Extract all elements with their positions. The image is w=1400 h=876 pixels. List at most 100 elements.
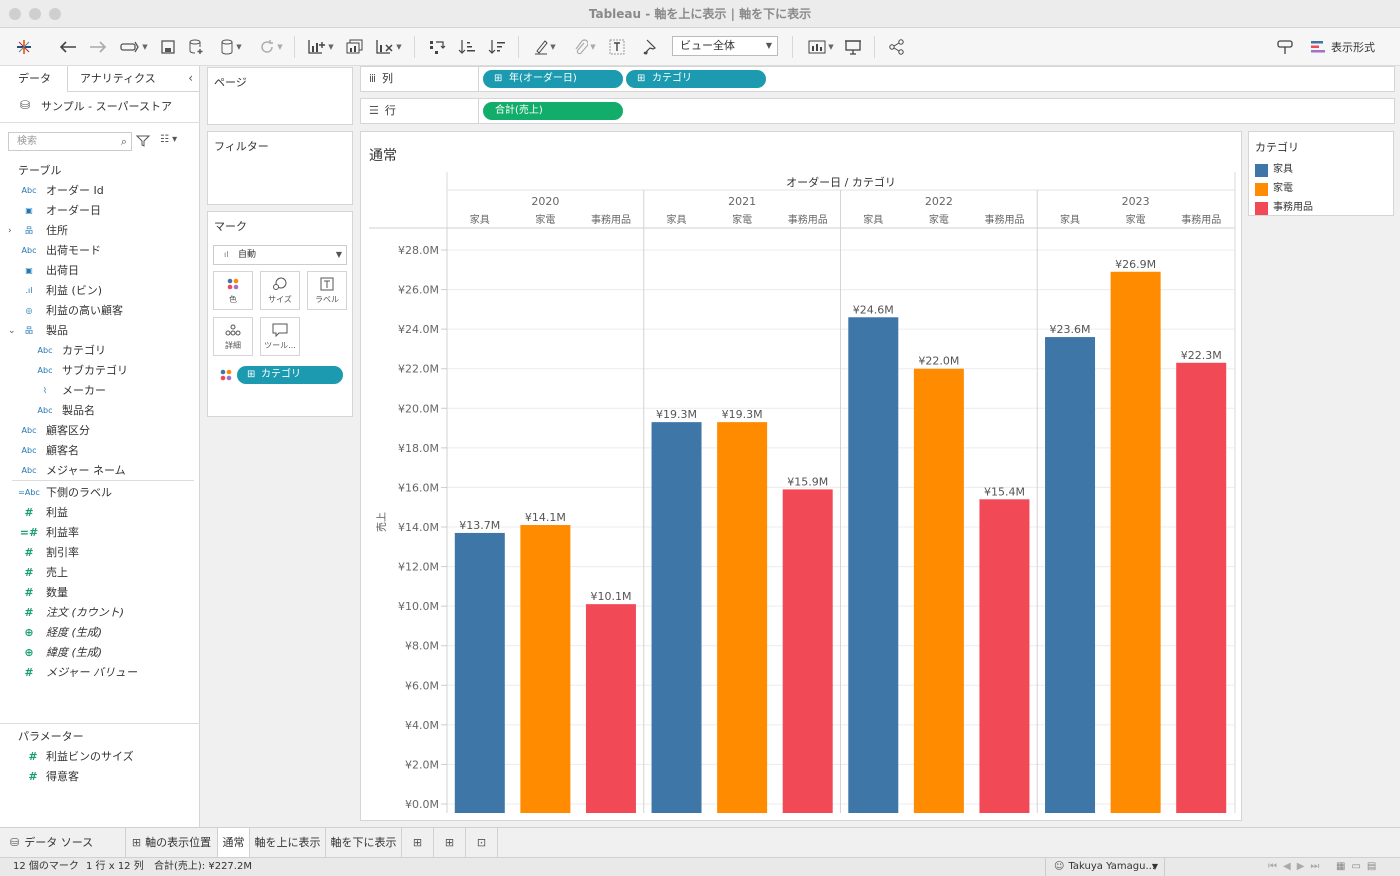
tab-data[interactable]: データ — [0, 66, 68, 92]
legend-item[interactable]: 家電 — [1255, 181, 1293, 197]
tooltip-button[interactable]: ツール... — [260, 317, 300, 356]
field-item[interactable]: .ıl 利益 (ビン) — [18, 282, 103, 300]
color-button[interactable]: 色 — [213, 271, 253, 310]
clear-sheet-icon[interactable]: ▼ — [372, 37, 406, 57]
field-item[interactable]: # 数量 — [18, 584, 68, 602]
view-options-icon[interactable]: ☷ ▾ — [160, 134, 178, 145]
category-header: 家電 — [535, 213, 555, 226]
calculated-abc-field-icon: =Abc — [18, 488, 40, 497]
filters-card[interactable]: フィルター — [207, 131, 353, 205]
new-dashboard-tab-icon[interactable]: ⊞ — [434, 828, 466, 858]
duplicate-sheet-icon[interactable] — [344, 37, 366, 57]
field-item[interactable]: ▣ 出荷日 — [18, 262, 79, 280]
sort-descending-icon[interactable] — [486, 37, 508, 57]
datasource-item[interactable]: ⛁ サンプル - スーパーストア — [20, 98, 172, 114]
field-item[interactable]: Abc 顧客名 — [18, 442, 79, 460]
sheet-tab[interactable]: ⊞ 軸の表示位置 — [126, 828, 218, 858]
field-item[interactable]: # 注文 (カウント) — [18, 604, 124, 622]
sheet-tabs-bar: ⛁ データ ソース ⊞ 軸の表示位置 通常 軸を上に表示 軸を下に表示 ⊞ ⊞ ⊡ — [0, 827, 1400, 858]
close-window-button[interactable] — [9, 8, 21, 20]
size-label: サイズ — [268, 295, 292, 304]
rows-shelf[interactable]: ☰ 行 合計(売上) — [360, 98, 1395, 124]
sheet-tab[interactable]: 軸を上に表示 — [250, 828, 326, 858]
mark-type-select[interactable]: ıl 自動 ▼ — [213, 245, 347, 265]
field-item[interactable]: # 割引率 — [18, 544, 79, 562]
share-icon[interactable] — [886, 37, 908, 57]
column-pill-year[interactable]: ⊞ 年(オーダー日) — [483, 70, 623, 88]
y-tick-label: ¥0.0M — [405, 798, 439, 811]
label-button[interactable]: ラベル — [307, 271, 347, 310]
datasource-tab[interactable]: ⛁ データ ソース — [0, 828, 126, 858]
legend-item[interactable]: 事務用品 — [1255, 200, 1313, 216]
field-search-input[interactable]: 検索 ⌕ — [8, 132, 132, 151]
parameter-item[interactable]: # 利益ビンのサイズ — [22, 748, 133, 766]
legend-item[interactable]: 家具 — [1255, 162, 1293, 178]
group-members-icon[interactable]: ▼ — [568, 37, 602, 57]
show-cards-icon[interactable] — [1274, 37, 1296, 57]
expand-chevron-icon[interactable]: ⌄ — [8, 326, 16, 336]
field-item[interactable]: ⌇ メーカー — [34, 382, 106, 400]
tableau-logo-icon[interactable] — [14, 37, 34, 57]
field-item[interactable]: =Abc 下側のラベル — [18, 484, 112, 502]
redo-icon[interactable] — [88, 37, 108, 57]
column-pill-category[interactable]: ⊞ カテゴリ — [626, 70, 766, 88]
field-item[interactable]: ⊕ 緯度 (生成) — [18, 644, 102, 662]
new-story-tab-icon[interactable]: ⊡ — [466, 828, 498, 858]
field-item[interactable]: 品 製品 ⌄ — [8, 322, 68, 340]
field-item[interactable]: Abc サブカテゴリ — [34, 362, 128, 380]
replay-icon[interactable]: ▼ — [116, 37, 152, 57]
field-item[interactable]: # メジャー バリュー — [18, 664, 137, 682]
filter-fields-icon[interactable] — [135, 134, 151, 151]
save-icon[interactable] — [158, 37, 178, 57]
new-worksheet-tab-icon[interactable]: ⊞ — [402, 828, 434, 858]
field-item[interactable]: Abc メジャー ネーム — [18, 462, 126, 480]
tab-analytics[interactable]: アナリティクス — [80, 72, 156, 85]
size-button[interactable]: サイズ — [260, 271, 300, 310]
field-item[interactable]: ▣ オーダー日 — [18, 202, 101, 220]
presentation-mode-icon[interactable] — [842, 37, 864, 57]
fix-axes-pin-icon[interactable] — [638, 37, 660, 57]
sort-ascending-icon[interactable] — [456, 37, 478, 57]
swap-rows-columns-icon[interactable] — [426, 37, 448, 57]
field-item[interactable]: ◎ 利益の高い顧客 — [18, 302, 124, 320]
field-item[interactable]: =# 利益率 — [18, 524, 79, 542]
pages-card[interactable]: ページ — [207, 67, 353, 125]
refresh-icon[interactable]: ▼ — [254, 37, 288, 57]
field-item[interactable]: # 利益 — [18, 504, 68, 522]
new-worksheet-icon[interactable]: ▼ — [304, 37, 338, 57]
user-name: Takuya Yamagu... — [1068, 861, 1156, 872]
sheet-tab-active[interactable]: 通常 — [218, 828, 250, 858]
field-item[interactable]: Abc カテゴリ — [34, 342, 106, 360]
color-category-pill[interactable]: ⊞ カテゴリ — [237, 366, 343, 384]
view-size-select[interactable]: ビュー全体 ▼ — [672, 36, 778, 56]
new-datasource-icon[interactable] — [186, 37, 206, 57]
field-item[interactable]: Abc 製品名 — [34, 402, 95, 420]
field-label: オーダー日 — [46, 204, 101, 217]
row-pill-sum-sales[interactable]: 合計(売上) — [483, 102, 623, 120]
show-me-icon[interactable]: ▼ — [804, 37, 838, 57]
zoom-window-button[interactable] — [49, 8, 61, 20]
collapse-pane-icon[interactable]: ‹ — [188, 71, 193, 85]
field-item[interactable]: ⊕ 経度 (生成) — [18, 624, 102, 642]
show-mark-labels-icon[interactable] — [606, 37, 628, 57]
field-item[interactable]: # 売上 — [18, 564, 68, 582]
field-item[interactable]: 品 住所 › — [8, 222, 68, 240]
undo-icon[interactable] — [58, 37, 78, 57]
sheet-tab[interactable]: 軸を下に表示 — [326, 828, 402, 858]
format-button[interactable]: 表示形式 — [1310, 37, 1390, 57]
highlight-icon[interactable]: ▼ — [528, 37, 562, 57]
rows-icon: ☰ — [369, 104, 379, 117]
expand-chevron-icon[interactable]: › — [8, 226, 12, 236]
parameter-item[interactable]: # 得意客 — [22, 768, 79, 786]
pause-updates-icon[interactable]: ▼ — [216, 37, 246, 57]
minimize-window-button[interactable] — [29, 8, 41, 20]
sheet-navigation-icon[interactable]: ⏮◀▶⏭ — [1268, 861, 1326, 872]
sheet-view-icon[interactable]: ▦▭▤ — [1336, 861, 1383, 872]
color-icon — [214, 272, 252, 294]
field-item[interactable]: Abc オーダー Id — [18, 182, 104, 200]
user-menu[interactable]: ☺ Takuya Yamagu... ▼ — [1045, 858, 1165, 876]
field-item[interactable]: Abc 出荷モード — [18, 242, 101, 260]
field-item[interactable]: Abc 顧客区分 — [18, 422, 90, 440]
detail-button[interactable]: 詳細 — [213, 317, 253, 356]
